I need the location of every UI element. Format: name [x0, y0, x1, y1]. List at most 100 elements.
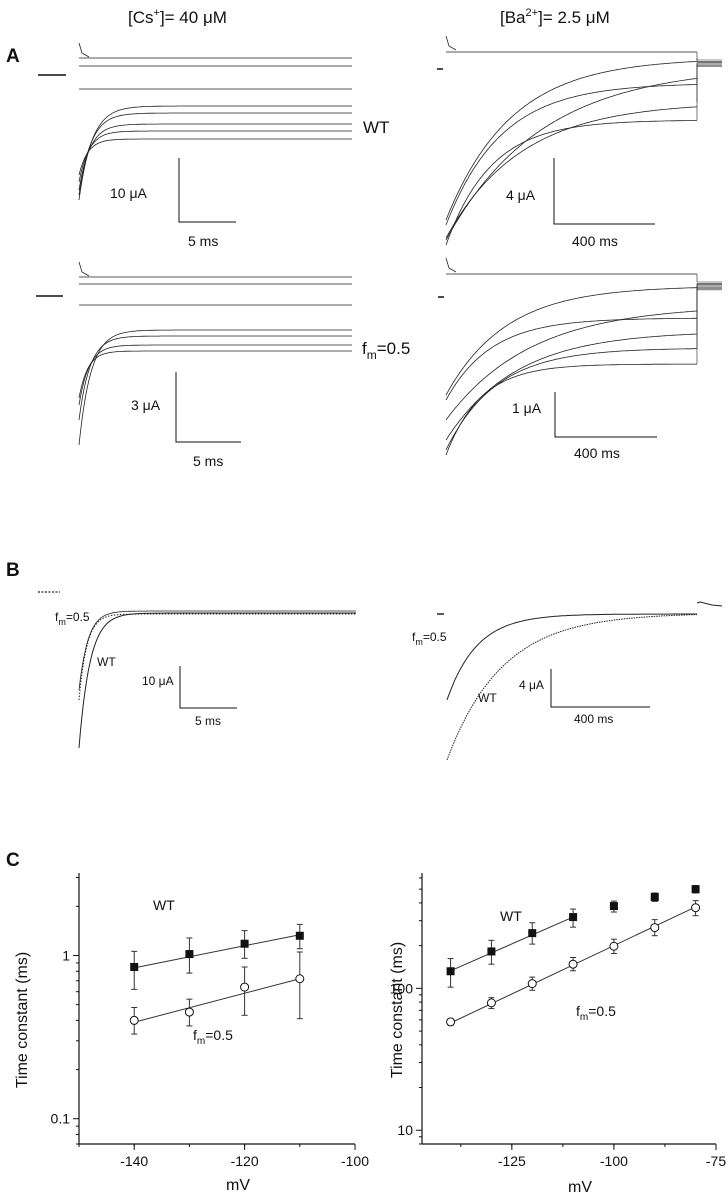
panel-b-right-fm-label: fm=0.5: [412, 630, 447, 647]
x-tick-label: -75: [706, 1153, 726, 1169]
y-tick-label: 0.1: [51, 1111, 71, 1127]
fm-fit-trace: [78, 610, 356, 691]
data-point: [446, 1017, 456, 1027]
panel-b-right-wt-label: WT: [478, 691, 497, 705]
c-right-ylabel: Time constant (ms): [389, 942, 406, 1078]
scalebar-a-top-left: 10 μA 5 ms: [110, 158, 236, 249]
current-trace: [445, 120, 697, 246]
scalebar-time-label: 400 ms: [574, 712, 613, 726]
scalebar-a-bottom-left: 3 μA 5 ms: [131, 372, 241, 469]
panel-a-fm-label: fm=0.5: [362, 339, 410, 362]
data-point: [295, 974, 305, 984]
data-point: [527, 979, 537, 989]
scalebar-time-label: 5 ms: [195, 714, 221, 728]
tail-current: [696, 601, 723, 607]
capacitive-transient: [78, 42, 90, 58]
current-trace: [445, 317, 697, 401]
current-trace: [78, 350, 352, 399]
x-tick-label: -100: [600, 1153, 628, 1169]
series-wt: [446, 885, 700, 988]
scalebar-b-right: 4 μA 400 ms: [519, 669, 650, 726]
c-right-xlabel: mV: [568, 1179, 592, 1196]
data-point: [486, 998, 496, 1008]
x-tick-label: -140: [120, 1153, 148, 1169]
current-trace: [78, 344, 352, 406]
x-tick-label: -120: [231, 1153, 259, 1169]
right-column-header: [Ba2+]= 2.5 μM: [500, 7, 610, 27]
scalebar-time-label: 400 ms: [574, 445, 620, 461]
current-trace: [445, 84, 697, 226]
trace-b-right: [437, 601, 723, 761]
y-tick-label: 100: [390, 980, 414, 996]
fit-line: [134, 978, 300, 1023]
scalebar-current-label: 1 μA: [512, 400, 542, 416]
panel-b-left-wt-label: WT: [97, 655, 116, 669]
panel-a-wt-label: WT: [363, 118, 389, 137]
x-tick-label: -125: [498, 1153, 526, 1169]
scalebar-current-label: 4 μA: [506, 187, 536, 203]
data-point: [609, 902, 618, 911]
current-trace: [445, 106, 698, 239]
scalebar-time-label: 5 ms: [188, 233, 218, 249]
series-wt: [130, 923, 304, 990]
y-tick-label: 10: [397, 1122, 413, 1138]
data-point: [130, 962, 139, 971]
capacitive-transient: [445, 35, 457, 51]
trace-a-top-left: [38, 42, 352, 201]
panel-label-c: C: [6, 850, 20, 871]
c-right-wt-annotation: WT: [500, 908, 522, 924]
fit-line: [450, 916, 574, 972]
current-trace: [78, 138, 352, 176]
series-fm: [446, 900, 701, 1027]
data-point: [569, 913, 578, 922]
time-constant-chart: -140 -120 -100 0.1 1: [51, 873, 369, 1169]
data-point: [295, 931, 304, 940]
time-constant-chart: -125 -100 -75 10 100: [390, 873, 726, 1169]
time-constant-plots: -140 -120 -100 0.1 1 -125 -100 -75 10 100: [51, 873, 726, 1169]
wt-trace: [446, 614, 697, 761]
c-left-ylabel: Time constant (ms): [14, 952, 31, 1088]
c-left-xlabel: mV: [226, 1177, 250, 1194]
scalebar-a-top-right: 4 μA 400 ms: [506, 158, 655, 249]
trace-b-left: [38, 591, 356, 749]
data-point: [691, 885, 700, 894]
data-point: [129, 1015, 139, 1025]
fm-trace: [446, 613, 697, 701]
current-trace: [78, 123, 352, 191]
current-trace: [78, 105, 352, 201]
trace-a-bottom-left: [36, 261, 352, 446]
data-point: [184, 1007, 194, 1017]
tail-currents: [696, 274, 722, 364]
scalebar-current-label: 10 μA: [142, 674, 174, 688]
data-point: [487, 947, 496, 956]
tail-currents: [696, 52, 722, 120]
series-fm: [129, 951, 305, 1035]
data-point: [691, 903, 701, 913]
scalebar-current-label: 10 μA: [110, 185, 148, 201]
wt-trace: [78, 612, 356, 749]
current-traces: [36, 35, 723, 761]
left-column-header: [Cs+]= 40 μM: [128, 7, 227, 27]
current-trace: [78, 329, 352, 446]
current-trace: [445, 287, 697, 396]
scalebar-a-bottom-right: 1 μA 400 ms: [512, 392, 657, 461]
data-point: [650, 923, 660, 933]
current-trace: [78, 112, 352, 196]
scalebar-current-label: 4 μA: [519, 678, 544, 692]
c-left-fm-annotation: fm=0.5: [193, 1027, 233, 1047]
fit-line: [134, 934, 300, 969]
data-point: [609, 941, 619, 951]
current-trace: [78, 335, 352, 421]
fm-trace: [78, 613, 356, 701]
c-left-wt-annotation: WT: [153, 897, 175, 913]
current-trace: [445, 348, 697, 451]
c-right-fm-annotation: fm=0.5: [576, 1003, 616, 1023]
data-point: [528, 929, 537, 938]
data-point: [240, 982, 250, 992]
capacitive-transient: [445, 257, 457, 273]
data-point: [568, 959, 578, 969]
current-trace: [78, 130, 352, 183]
data-point: [240, 939, 249, 948]
trace-a-bottom-right: [438, 257, 722, 456]
scalebar-current-label: 3 μA: [131, 397, 161, 413]
